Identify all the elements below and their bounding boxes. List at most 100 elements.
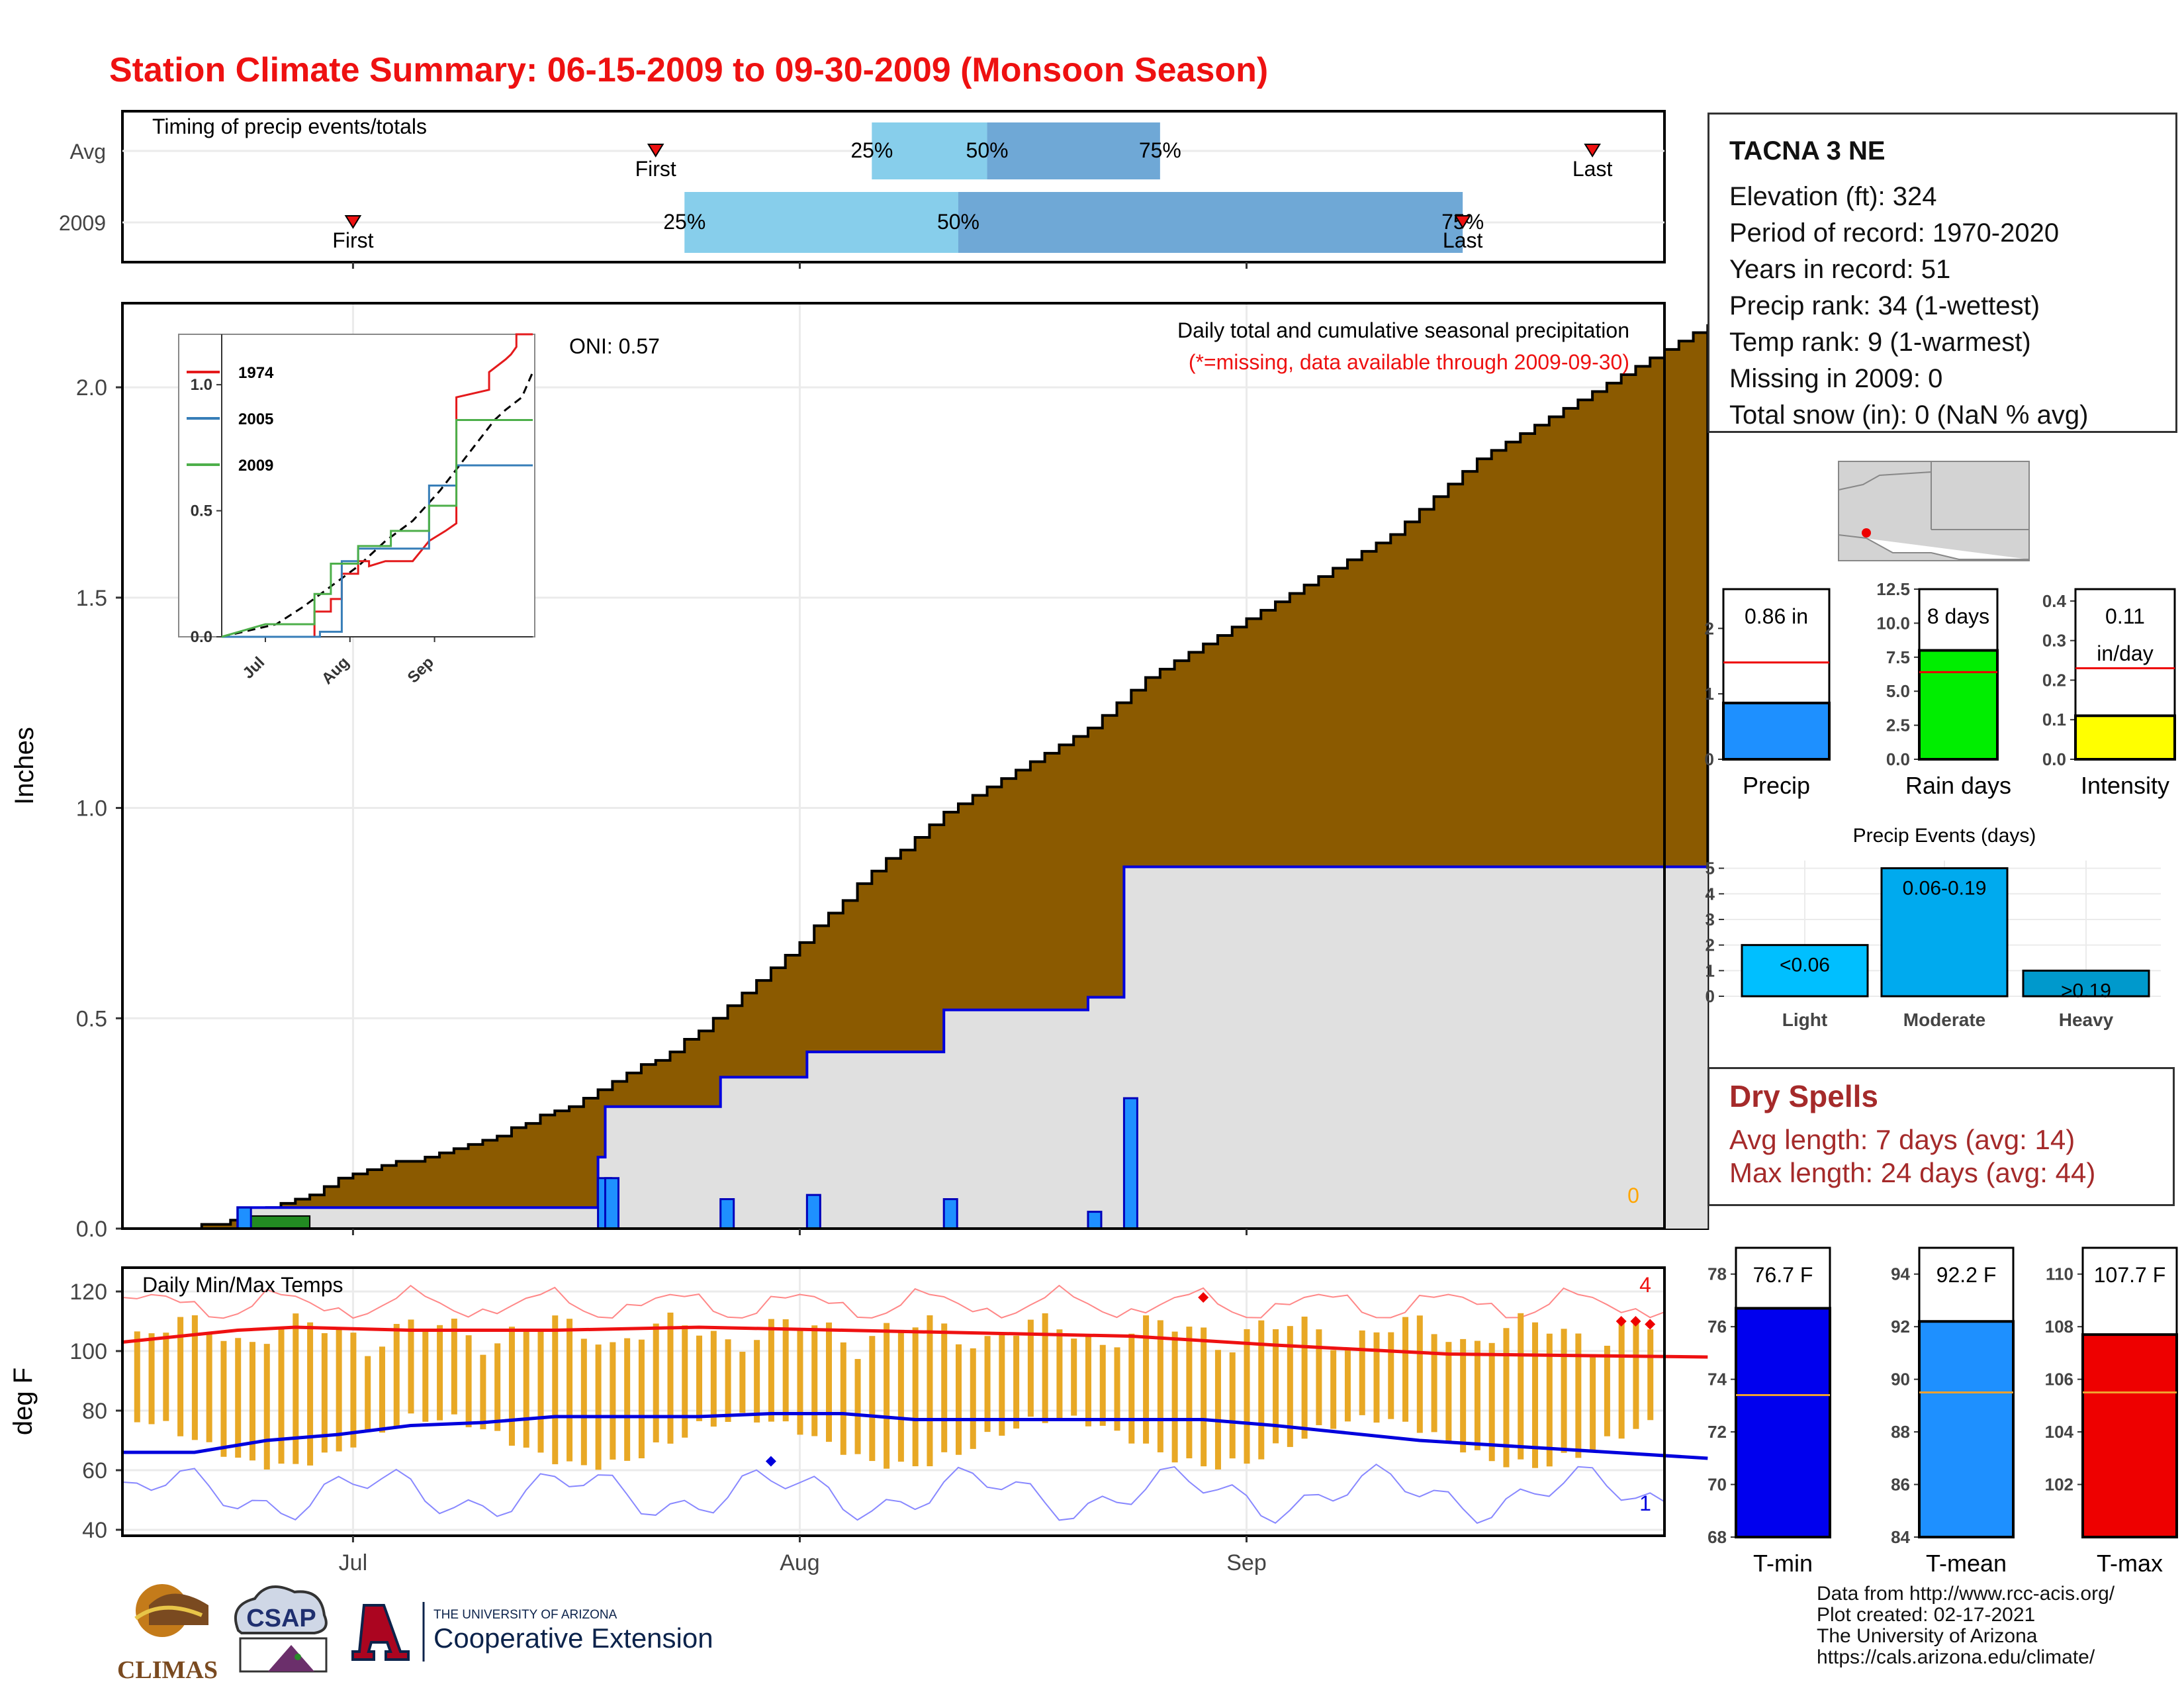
credit-line: https://cals.arizona.edu/climate/ bbox=[1817, 1646, 2095, 1668]
timing-marker-last bbox=[1454, 215, 1471, 229]
daily-temp-bar bbox=[927, 1315, 933, 1466]
timing-marker-last bbox=[1584, 144, 1601, 158]
daily-temp-bar bbox=[263, 1344, 270, 1470]
record-high-count: 4 bbox=[1639, 1273, 1651, 1297]
record-high-marker bbox=[1630, 1316, 1641, 1327]
daily-temp-bar bbox=[1344, 1350, 1351, 1422]
daily-temp-bar bbox=[163, 1333, 169, 1421]
intensity-label: Intensity bbox=[2081, 772, 2169, 799]
x-tick-label: Jul bbox=[339, 1550, 367, 1575]
daily-temp-bar bbox=[897, 1329, 904, 1462]
station-temp-rank: Temp rank: 9 (1-warmest) bbox=[1729, 328, 2031, 357]
daily-temp-bar bbox=[595, 1344, 602, 1470]
inset-legend-label: 2009 bbox=[238, 457, 273, 475]
csap-logo: CSAP bbox=[234, 1585, 328, 1673]
daily-temp-bar bbox=[826, 1322, 833, 1442]
summary-y-tick-label: 106 bbox=[2045, 1370, 2073, 1389]
events-bar bbox=[1880, 867, 2009, 998]
daily-temp-bar bbox=[768, 1319, 774, 1422]
daily-temp-bar bbox=[854, 1358, 861, 1454]
timing-label-last: Last bbox=[1572, 157, 1613, 181]
events-y-tick-label: 2 bbox=[1706, 935, 1715, 955]
daily-temp-bar bbox=[1186, 1327, 1193, 1459]
y-tick-label: 40 bbox=[82, 1518, 107, 1543]
daily-temp-bar bbox=[422, 1329, 429, 1422]
record-low-line bbox=[122, 1463, 1665, 1524]
daily-temp-bar bbox=[984, 1336, 991, 1432]
daily-temp-bar bbox=[293, 1313, 299, 1464]
daily-temp-bar bbox=[365, 1356, 371, 1431]
t-max-label: T-max bbox=[2097, 1550, 2163, 1577]
station-years: Years in record: 51 bbox=[1729, 255, 1951, 284]
summary-y-tick-label: 76 bbox=[1707, 1317, 1727, 1336]
daily-temp-bar bbox=[523, 1331, 529, 1448]
events-category-label: Heavy bbox=[2059, 1009, 2114, 1030]
daily-temp-bar bbox=[1157, 1320, 1163, 1453]
daily-temp-bar bbox=[667, 1312, 674, 1444]
daily-temp-bar bbox=[884, 1323, 890, 1469]
precip-value: 0.86 in bbox=[1745, 604, 1808, 628]
precip-panel: 0.0 0.5 1.0 1.5 2.0 Inches Daily total and c… bbox=[10, 302, 1709, 1242]
summary-y-tick-label: 0.3 bbox=[2042, 631, 2066, 651]
summary-y-tick-label: 90 bbox=[1891, 1370, 1910, 1389]
daily-precip-bar bbox=[1122, 1097, 1138, 1230]
svg-text:CLIMAS: CLIMAS bbox=[117, 1656, 218, 1684]
logos: CLIMAS CSAP THE UNIVERSITY OF ARIZONA Co… bbox=[117, 1584, 713, 1684]
daily-temp-bar bbox=[1633, 1319, 1639, 1429]
y-tick-label: 80 bbox=[82, 1399, 107, 1424]
daily-temp-bar bbox=[624, 1338, 631, 1461]
record-high-marker bbox=[1198, 1292, 1209, 1303]
dry-spells-max: Max length: 24 days (avg: 44) bbox=[1729, 1157, 2096, 1188]
events-bar-label: 0.06-0.19 bbox=[1903, 878, 1987, 900]
events-y-tick-label: 3 bbox=[1706, 910, 1715, 929]
record-high-marker bbox=[1615, 1316, 1627, 1327]
daily-temp-bar bbox=[278, 1328, 285, 1464]
missing-count: 0 bbox=[1627, 1184, 1639, 1207]
events-category-label: Light bbox=[1782, 1009, 1827, 1030]
t-min-label: T-min bbox=[1753, 1550, 1813, 1577]
precip-title: Daily total and cumulative seasonal prec… bbox=[1177, 318, 1629, 342]
events-title: Precip Events (days) bbox=[1853, 825, 2036, 847]
timing-marker-first bbox=[344, 215, 362, 229]
locator-map bbox=[1838, 461, 2030, 561]
daily-temp-bar bbox=[782, 1319, 789, 1422]
station-precip-rank: Precip rank: 34 (1-wettest) bbox=[1729, 291, 2040, 320]
daily-temp-bar bbox=[610, 1342, 616, 1460]
inset-legend-label: 1974 bbox=[238, 364, 274, 382]
daily-temp-bar bbox=[1388, 1332, 1394, 1419]
summary-y-tick-label: 10.0 bbox=[1876, 613, 1910, 633]
x-tick-label: Aug bbox=[780, 1550, 820, 1575]
daily-temp-bar bbox=[1474, 1340, 1480, 1450]
inset-y-tick-label: 0.0 bbox=[191, 628, 212, 646]
dry-spells-box: Dry Spells Avg length: 7 days (avg: 14) … bbox=[1707, 1067, 2175, 1206]
timing-label-q75: 75% bbox=[1139, 138, 1181, 162]
daily-temp-bar bbox=[1647, 1329, 1654, 1421]
inset-y-tick-label: 1.0 bbox=[191, 376, 212, 394]
summary-y-tick-label: 68 bbox=[1707, 1527, 1727, 1547]
t-mean-value: 92.2 F bbox=[1936, 1263, 1997, 1287]
rain-days-label: Rain days bbox=[1905, 772, 2011, 799]
daily-temp-bar bbox=[999, 1335, 1005, 1436]
credit-line: Data from http://www.rcc-acis.org/ bbox=[1817, 1583, 2115, 1605]
daily-precip-bar bbox=[719, 1198, 735, 1230]
daily-temp-bar bbox=[1244, 1329, 1250, 1464]
summary-y-tick-label: 0.2 bbox=[2042, 670, 2066, 690]
station-missing: Missing in 2009: 0 bbox=[1729, 364, 1943, 393]
daily-temp-bar bbox=[638, 1339, 645, 1459]
station-name: TACNA 3 NE bbox=[1729, 136, 1886, 165]
timing-label-first: First bbox=[635, 157, 676, 181]
daily-temp-bar bbox=[1488, 1342, 1495, 1462]
station-location-marker bbox=[1862, 528, 1871, 538]
daily-temp-bar bbox=[1546, 1333, 1553, 1467]
daily-temp-bar bbox=[437, 1325, 443, 1421]
daily-temp-bar bbox=[350, 1333, 357, 1448]
daily-temp-bar bbox=[653, 1323, 659, 1442]
daily-temp-bar bbox=[682, 1325, 688, 1438]
daily-temp-bar bbox=[739, 1352, 746, 1413]
summary-y-tick-label: 5.0 bbox=[1886, 681, 1910, 701]
daily-temp-bar bbox=[1273, 1329, 1279, 1444]
daily-temp-bar bbox=[1114, 1347, 1120, 1431]
daily-temp-bar bbox=[1402, 1317, 1409, 1422]
